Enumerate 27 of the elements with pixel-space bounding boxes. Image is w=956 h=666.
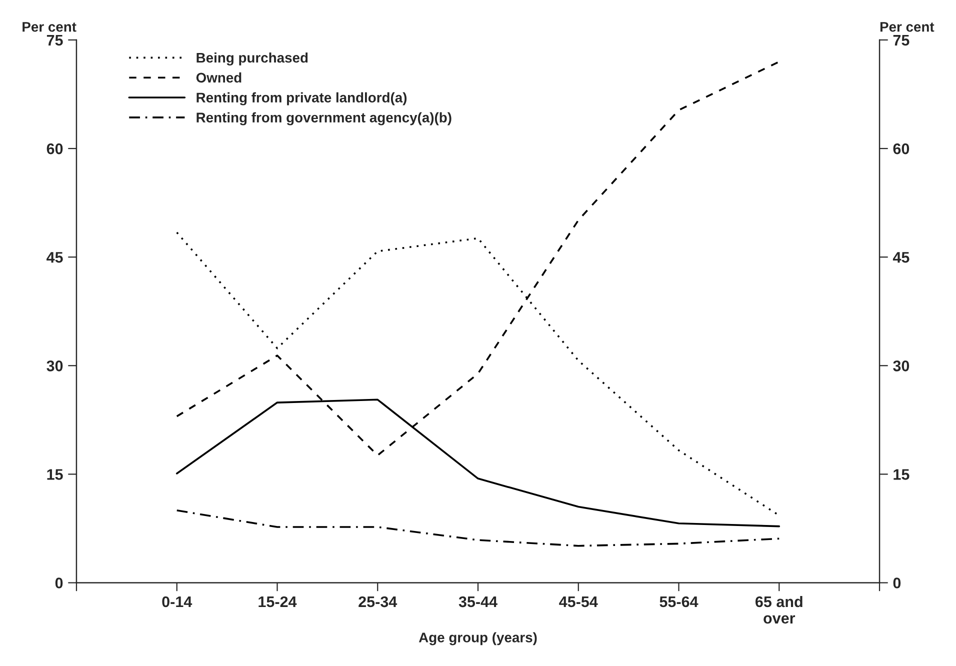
- x-tick-label: 15-24: [258, 596, 297, 608]
- y2-tick-label: 15: [894, 469, 910, 480]
- x-tick-label: 65 and over: [756, 596, 802, 624]
- y2-axis-title: Per cent: [880, 22, 934, 32]
- x-tick-label: 35-44: [458, 596, 498, 608]
- y-axis-title: Per cent: [22, 22, 76, 32]
- y-tick-label: 45: [46, 252, 63, 263]
- y-tick-label: 75: [46, 34, 63, 46]
- y-tick-label: 60: [46, 143, 63, 154]
- y2-tick-label: 45: [892, 252, 910, 263]
- y-tick-label: 30: [46, 360, 63, 372]
- y-tick-label: 15: [47, 469, 63, 480]
- line-series: [176, 509, 780, 547]
- y-tick-label: 0: [55, 578, 63, 588]
- legend-label: Owned: [196, 72, 242, 83]
- legend-label: Renting from government agency(a)(b): [196, 112, 452, 126]
- y2-tick-label: 75: [893, 34, 910, 46]
- y2-tick-label: 60: [893, 143, 910, 154]
- x-axis-title: Age group (years): [418, 632, 537, 646]
- x-tick-label: 55-64: [660, 596, 698, 608]
- y2-tick-label: 0: [893, 578, 901, 588]
- legend-label: Being purchased: [196, 52, 308, 66]
- x-tick-label: 45-54: [559, 596, 598, 608]
- y2-tick-label: 30: [893, 360, 910, 372]
- x-tick-label: 0-14: [162, 596, 192, 608]
- x-tick-label: 25-34: [358, 596, 398, 608]
- legend-label: Renting from private landlord(a): [196, 92, 407, 106]
